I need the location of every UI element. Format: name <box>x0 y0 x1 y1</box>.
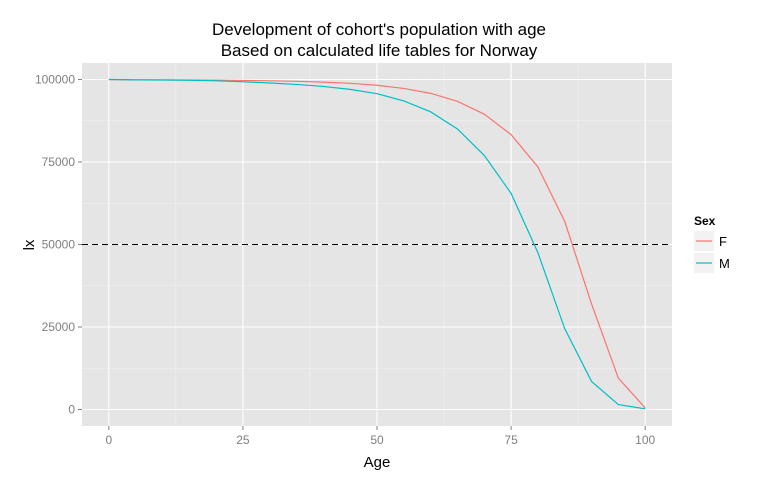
y-tick-label: 75000 <box>42 155 76 169</box>
x-axis-ticks: 0 25 50 75 100 <box>105 426 656 447</box>
y-tick-label: 100000 <box>35 73 75 87</box>
x-tick-label: 100 <box>635 433 655 447</box>
y-tick-label: 0 <box>68 403 75 417</box>
legend: Sex FM <box>694 214 730 273</box>
chart-subtitle: Based on calculated life tables for Norw… <box>221 41 538 60</box>
legend-title: Sex <box>694 214 716 228</box>
x-tick-label: 0 <box>105 433 112 447</box>
legend-label-M: M <box>719 256 730 271</box>
y-axis-title: lx <box>21 239 38 250</box>
chart-title: Development of cohort's population with … <box>212 20 546 39</box>
x-tick-label: 50 <box>370 433 384 447</box>
x-axis-title: Age <box>364 454 391 471</box>
x-tick-label: 75 <box>504 433 518 447</box>
legend-label-F: F <box>719 234 727 249</box>
series-line-M <box>108 78 646 410</box>
y-axis-ticks: 0 25000 50000 75000 100000 <box>35 73 82 417</box>
series-lines <box>108 78 646 410</box>
y-tick-label: 25000 <box>42 320 76 334</box>
legend-keys: FM <box>694 231 730 273</box>
y-tick-label: 50000 <box>42 238 76 252</box>
x-tick-label: 25 <box>236 433 250 447</box>
